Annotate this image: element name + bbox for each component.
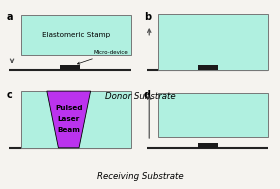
Text: d: d [144, 90, 151, 100]
Text: Elastomeric Stamp: Elastomeric Stamp [42, 32, 110, 38]
Bar [21, 15, 130, 55]
Text: Pulsed: Pulsed [55, 105, 83, 112]
Bar [158, 93, 268, 137]
Text: c: c [7, 90, 13, 100]
Text: Beam: Beam [57, 127, 80, 133]
Bar [198, 65, 218, 70]
Text: Micro-device: Micro-device [78, 50, 128, 64]
Text: Receiving Substrate: Receiving Substrate [97, 172, 183, 181]
Text: Donor Substrate: Donor Substrate [105, 92, 175, 101]
Bar [21, 91, 130, 148]
Bar [198, 143, 218, 148]
Text: a: a [7, 12, 13, 22]
Text: b: b [144, 12, 151, 22]
Bar [158, 14, 268, 70]
Text: Laser: Laser [58, 116, 80, 122]
Polygon shape [47, 91, 91, 148]
Bar [60, 65, 80, 70]
